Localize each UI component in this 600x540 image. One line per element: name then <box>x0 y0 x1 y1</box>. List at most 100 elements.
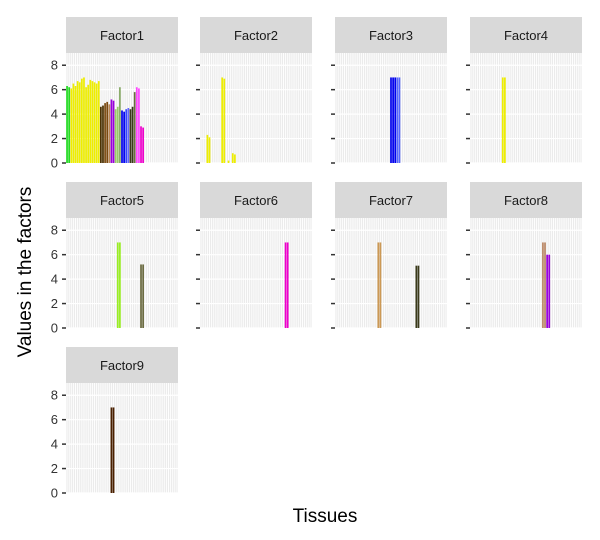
bar <box>112 407 115 493</box>
facet-strip <box>200 17 312 53</box>
y-tick-label: 2 <box>51 461 58 476</box>
bar <box>231 153 234 163</box>
bar <box>396 77 399 163</box>
facet-panel: Factor3 <box>331 17 447 164</box>
bar <box>135 87 138 163</box>
bar <box>398 77 401 163</box>
facet-panel: Factor4 <box>466 17 582 164</box>
bar <box>91 81 94 163</box>
bar <box>131 106 134 163</box>
bar <box>142 127 144 163</box>
bar <box>548 254 551 328</box>
bar <box>93 82 96 163</box>
bar <box>95 83 98 163</box>
bar <box>112 100 115 163</box>
bar <box>379 242 382 328</box>
bar <box>72 83 75 163</box>
facet-strip <box>66 347 178 383</box>
facet-strip-label: Factor4 <box>504 28 548 43</box>
y-axis-title: Values in the factors <box>15 187 36 358</box>
bar <box>501 77 504 163</box>
bar <box>129 109 132 163</box>
facet-strip-label: Factor6 <box>234 193 278 208</box>
y-tick-label: 4 <box>51 107 58 122</box>
bar <box>223 78 226 163</box>
facet-panel: Factor9 0 2 4 6 8 <box>51 347 178 501</box>
bar <box>116 106 119 163</box>
bar <box>127 108 130 163</box>
bar <box>392 77 394 163</box>
y-tick-label: 4 <box>51 437 58 452</box>
x-axis-title: Tissues <box>293 506 358 527</box>
y-tick-label: 0 <box>51 156 58 171</box>
bar <box>106 101 109 163</box>
bar <box>138 88 140 163</box>
bar <box>70 88 73 163</box>
bar <box>284 242 287 328</box>
bar <box>83 77 85 163</box>
y-tick-label: 6 <box>51 82 58 97</box>
bar <box>208 137 211 163</box>
bar <box>114 109 117 163</box>
bar <box>125 109 128 163</box>
facet-strip <box>200 182 312 218</box>
facet-strip <box>470 17 582 53</box>
bar <box>116 242 119 328</box>
y-tick-label: 8 <box>51 58 58 73</box>
bar <box>221 77 224 163</box>
bar <box>142 264 144 328</box>
facet-strip-label: Factor2 <box>234 28 278 43</box>
bar <box>76 81 79 163</box>
y-tick-label: 6 <box>51 412 58 427</box>
bar <box>87 84 90 163</box>
bar <box>123 111 125 163</box>
facet-strip-label: Factor3 <box>369 28 413 43</box>
bar <box>97 81 100 163</box>
facet-strip-label: Factor8 <box>504 193 548 208</box>
bar <box>140 126 142 163</box>
bar <box>415 265 418 328</box>
bar <box>110 407 113 493</box>
bar <box>390 77 392 163</box>
bar <box>78 82 81 163</box>
bar <box>206 134 209 163</box>
bar <box>417 265 420 328</box>
facet-panel: Factor1 0 2 4 6 8 <box>51 17 178 171</box>
facet-strip <box>66 182 178 218</box>
y-tick-label: 2 <box>51 296 58 311</box>
facet-panel: Factor2 <box>196 17 312 164</box>
y-tick-label: 8 <box>51 223 58 238</box>
facet-strip-label: Factor7 <box>369 193 413 208</box>
bar <box>119 242 121 328</box>
facet-strip <box>335 17 447 53</box>
bar <box>85 87 87 163</box>
facet-strip <box>470 182 582 218</box>
facet-strip-label: Factor1 <box>100 28 144 43</box>
y-tick-label: 2 <box>51 131 58 146</box>
bar <box>504 77 506 163</box>
facet-panel: Factor5 0 2 4 6 8 <box>51 182 178 336</box>
facet-panel: Factor8 <box>466 182 582 329</box>
bar <box>286 242 289 328</box>
bar <box>110 99 113 163</box>
bar <box>102 105 104 163</box>
bar <box>377 242 380 328</box>
bar <box>119 87 121 163</box>
y-tick-label: 6 <box>51 247 58 262</box>
bar <box>542 242 544 328</box>
y-tick-label: 0 <box>51 486 58 501</box>
bar <box>66 86 68 163</box>
y-tick-label: 4 <box>51 272 58 287</box>
facet-panels: Factor1 0 2 4 6 8 Factor2 Factor3 Factor4 Factor5… <box>51 17 582 501</box>
facet-strip-label: Factor9 <box>100 358 144 373</box>
bar <box>133 92 136 163</box>
bar <box>227 160 230 163</box>
bar <box>544 242 546 328</box>
bar <box>546 254 548 328</box>
bar <box>100 106 102 163</box>
bar <box>121 110 123 163</box>
y-tick-label: 8 <box>51 388 58 403</box>
facet-strip <box>66 17 178 53</box>
bar <box>140 264 142 328</box>
